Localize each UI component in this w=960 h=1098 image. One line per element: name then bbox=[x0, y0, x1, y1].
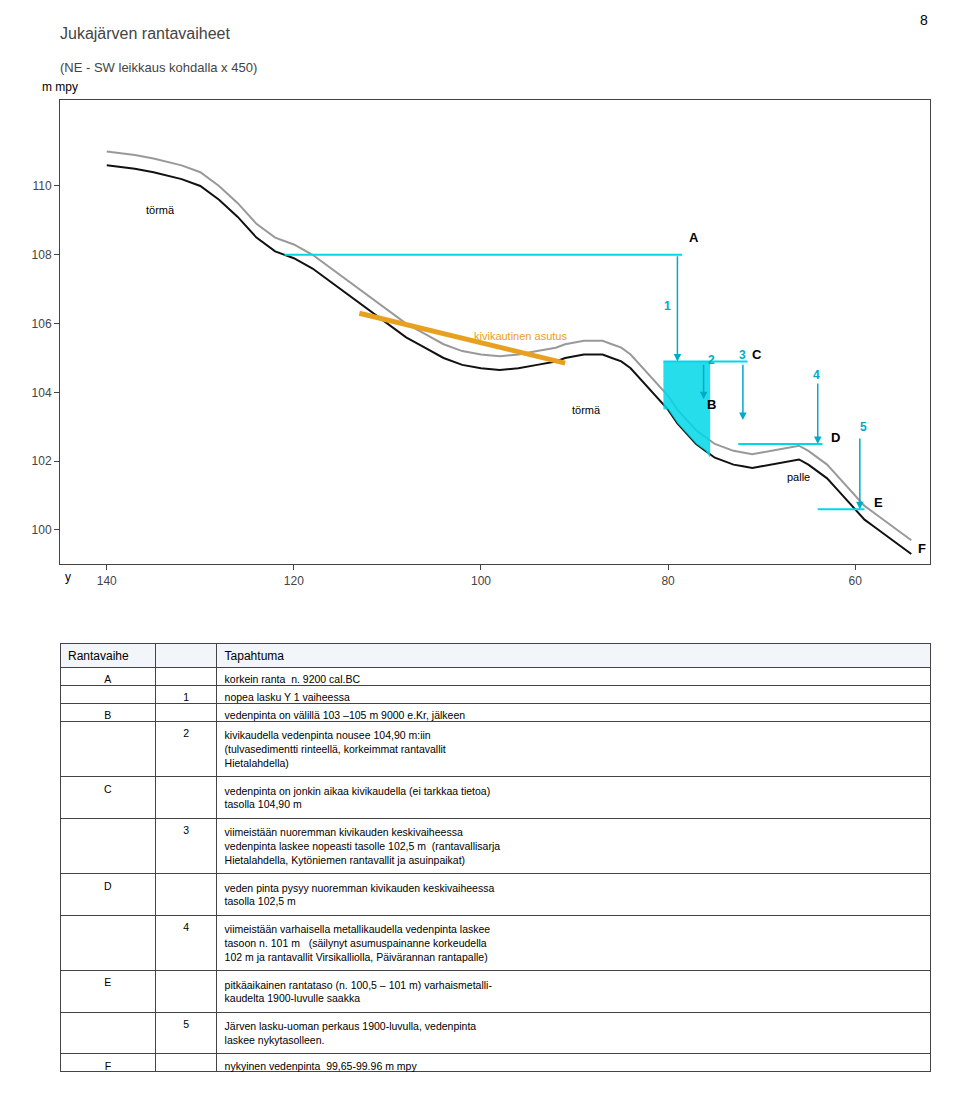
svg-text:törmä: törmä bbox=[146, 204, 175, 216]
svg-text:F: F bbox=[105, 1060, 111, 1072]
svg-text:viimeistään nuoremman kivikaud: viimeistään nuoremman kivikauden keskiva… bbox=[225, 826, 501, 865]
svg-text:80: 80 bbox=[661, 574, 675, 588]
svg-text:B: B bbox=[707, 397, 716, 412]
svg-text:Järven lasku-uoman perkaus 190: Järven lasku-uoman perkaus 1900-luvulla,… bbox=[225, 1020, 477, 1046]
svg-text:C: C bbox=[752, 347, 762, 362]
svg-text:8: 8 bbox=[920, 12, 928, 28]
svg-text:140: 140 bbox=[97, 574, 117, 588]
svg-text:(NE - SW leikkaus kohdalla x 4: (NE - SW leikkaus kohdalla x 450) bbox=[60, 60, 257, 75]
svg-text:5: 5 bbox=[860, 420, 867, 434]
svg-text:104: 104 bbox=[32, 386, 52, 400]
svg-text:106: 106 bbox=[32, 317, 52, 331]
svg-text:F: F bbox=[918, 541, 926, 556]
svg-text:kivikautinen asutus: kivikautinen asutus bbox=[474, 330, 567, 342]
svg-text:kivikaudella vedenpinta nousee: kivikaudella vedenpinta nousee 104,90 m:… bbox=[225, 729, 446, 768]
svg-text:A: A bbox=[689, 230, 699, 245]
svg-text:60: 60 bbox=[848, 574, 862, 588]
svg-text:120: 120 bbox=[284, 574, 304, 588]
svg-text:5: 5 bbox=[183, 1018, 189, 1030]
svg-text:Rantavaihe: Rantavaihe bbox=[68, 649, 129, 663]
svg-text:vedenpinta on välillä 103 –105: vedenpinta on välillä 103 –105 m 9000 e.… bbox=[225, 709, 466, 721]
svg-text:3: 3 bbox=[739, 348, 746, 362]
svg-text:nopea lasku Y 1 vaiheessa: nopea lasku Y 1 vaiheessa bbox=[225, 691, 350, 703]
svg-text:100: 100 bbox=[471, 574, 491, 588]
svg-text:2: 2 bbox=[708, 353, 715, 367]
svg-text:E: E bbox=[104, 976, 111, 988]
svg-text:y: y bbox=[65, 570, 71, 584]
svg-text:C: C bbox=[104, 783, 112, 795]
svg-text:1: 1 bbox=[664, 299, 671, 313]
svg-text:100: 100 bbox=[32, 523, 52, 537]
svg-text:B: B bbox=[104, 709, 111, 721]
svg-text:1: 1 bbox=[183, 691, 189, 703]
svg-text:nykyinen vedenpinta 99,65-99.: nykyinen vedenpinta 99,65-99.96 m mpy bbox=[225, 1060, 418, 1072]
svg-text:2: 2 bbox=[183, 727, 189, 739]
svg-text:viimeistään varhaisella metall: viimeistään varhaisella metallikaudella … bbox=[225, 923, 491, 962]
svg-text:D: D bbox=[104, 880, 112, 892]
svg-text:102: 102 bbox=[32, 454, 52, 468]
svg-text:m mpy: m mpy bbox=[42, 80, 78, 94]
svg-text:veden pinta pysyy nuoremman ki: veden pinta pysyy nuoremman kivikauden k… bbox=[225, 882, 495, 908]
svg-text:108: 108 bbox=[32, 248, 52, 262]
svg-text:törmä: törmä bbox=[572, 404, 601, 416]
svg-text:4: 4 bbox=[183, 921, 189, 933]
svg-text:4: 4 bbox=[813, 368, 820, 382]
svg-text:vedenpinta on jonkin aikaa kiv: vedenpinta on jonkin aikaa kivikaudella … bbox=[225, 785, 491, 811]
svg-text:pitkäaikainen rantataso (n. 10: pitkäaikainen rantataso (n. 100,5 – 101 … bbox=[225, 979, 493, 1005]
svg-text:3: 3 bbox=[183, 824, 189, 836]
svg-text:palle: palle bbox=[787, 471, 810, 483]
svg-text:D: D bbox=[831, 430, 840, 445]
svg-text:Tapahtuma: Tapahtuma bbox=[225, 649, 285, 663]
svg-text:E: E bbox=[874, 495, 883, 510]
svg-text:Jukajärven rantavaiheet: Jukajärven rantavaiheet bbox=[60, 25, 230, 42]
svg-text:A: A bbox=[104, 673, 111, 685]
svg-text:korkein ranta n. 9200 cal.BC: korkein ranta n. 9200 cal.BC bbox=[225, 673, 361, 685]
svg-text:110: 110 bbox=[32, 179, 51, 193]
